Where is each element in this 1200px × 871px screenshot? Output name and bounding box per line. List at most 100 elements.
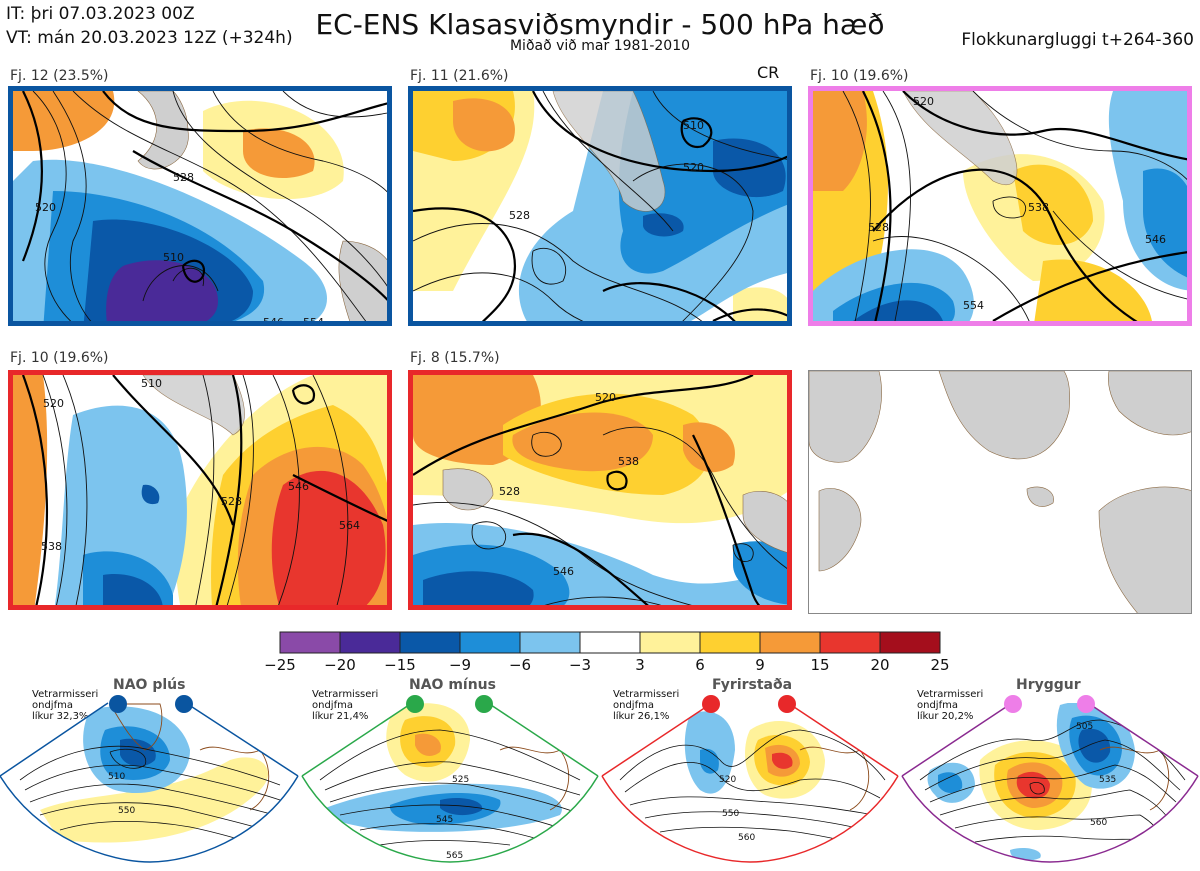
regime-frame: [601, 702, 899, 863]
regime-stats-nao-plus: Vetrarmisseri ondjfma líkur 32,3%: [32, 689, 99, 722]
contour-label: 525: [452, 775, 469, 785]
empty-map-slot: [808, 370, 1192, 614]
contour-label: 538: [41, 540, 62, 553]
colorbar-tick: −3: [569, 656, 591, 672]
colorbar-swatch: [759, 631, 821, 654]
anomaly-positive: [271, 470, 386, 605]
contour-label: 560: [738, 833, 755, 843]
regime-frame: [0, 702, 299, 863]
regime-title-blocking: Fyrirstaða: [712, 677, 793, 693]
anomaly-positive: [40, 757, 269, 843]
anomaly-positive: [243, 128, 315, 179]
colorbar-swatch: [519, 631, 581, 654]
regime-dot: [475, 695, 493, 713]
cluster-map-3: 520 528 538 546 554: [808, 86, 1192, 326]
contour-label: 550: [722, 809, 739, 819]
colorbar-tick: −25: [264, 656, 296, 672]
anomaly-negative: [103, 574, 163, 605]
contour-label: 538: [618, 455, 639, 468]
colorbar-swatch: [279, 631, 341, 654]
labrador-land: [818, 488, 862, 572]
contour-label: 538: [1028, 201, 1049, 214]
contour-label: 520: [43, 397, 64, 410]
contour-label: 510: [141, 377, 162, 390]
contour-label: 520: [595, 391, 616, 404]
colorbar-swatch: [639, 631, 701, 654]
contour-label: 528: [509, 209, 530, 222]
regime-dot: [109, 695, 127, 713]
cluster-map-4: 510 520 528 538 546 554 564: [8, 370, 392, 610]
colorbar-tick: −9: [449, 656, 471, 672]
regime-stats-ridge: Vetrarmisseri ondjfma líkur 20,2%: [917, 689, 984, 722]
colorbar-swatch: [879, 631, 941, 654]
regime-stats-nao-minus: Vetrarmisseri ondjfma líkur 21,4%: [312, 689, 379, 722]
land: [442, 468, 494, 511]
regime-title-nao-plus: NAO plús: [113, 677, 186, 693]
regime-dot: [1004, 695, 1022, 713]
anomaly-negative: [643, 213, 684, 237]
regime-dot: [175, 695, 193, 713]
regime-stats-blocking: Vetrarmisseri ondjfma líkur 26,1%: [613, 689, 680, 722]
anomaly-negative: [423, 571, 534, 605]
height-contours-bold: [413, 91, 787, 321]
cluster-map-5-svg: 520 528 538 546 554: [413, 375, 787, 605]
contour-label: 546: [288, 480, 309, 493]
height-contours: [42, 375, 349, 605]
greenland-land: [938, 371, 1071, 460]
valid-time: VT: mán 20.03.2023 12Z (+324h): [6, 28, 293, 48]
anomaly-negative: [440, 798, 483, 816]
regime-frame: [901, 702, 1199, 863]
contour-label: 538: [213, 321, 234, 326]
page-title: EC-ENS Klasasviðsmyndir - 500 hPa hæð: [315, 8, 885, 41]
contour-label: 520: [913, 95, 934, 108]
contour-label: 560: [1090, 818, 1107, 828]
regime-map-nao-minus: 525 545 565: [301, 695, 599, 863]
cluster-map-5: 520 528 538 546 554: [408, 370, 792, 610]
anomaly-negative: [1143, 168, 1187, 278]
anomaly-negative: [141, 484, 160, 505]
anomaly-positive: [772, 752, 793, 769]
regime-dot: [406, 695, 424, 713]
height-contours: [413, 91, 787, 321]
anomaly-positive: [733, 287, 787, 321]
land: [142, 375, 245, 436]
anomaly-positive: [453, 98, 515, 152]
cluster-map-2-svg: 510 520 528 538 546 554: [413, 91, 787, 326]
colorbar-tick: −6: [509, 656, 531, 672]
panel-label-3: Fj. 10 (19.6%): [810, 68, 909, 84]
empty-map-svg: [809, 371, 1191, 613]
regime-contours: [19, 745, 281, 843]
colorbar-swatch: [339, 631, 401, 654]
contour-label: 550: [118, 806, 135, 816]
colorbar-tick: 20: [870, 656, 889, 672]
land: [902, 91, 1018, 186]
contour-label: 528: [868, 221, 889, 234]
colorbar-tick: −15: [384, 656, 416, 672]
contour-label: 546: [1145, 233, 1166, 246]
cluster-map-2: 510 520 528 538 546 554: [408, 86, 792, 326]
anomaly-colorbar: −25 −20 −15 −9 −6 −3 3 6 9 15 20 25: [264, 631, 950, 672]
colorbar-tick: 3: [635, 656, 645, 672]
colorbar-swatch: [399, 631, 461, 654]
contour-label: 528: [499, 485, 520, 498]
anomaly-positive: [1013, 164, 1093, 245]
contour-label: 564: [339, 519, 360, 532]
cr-label: CR: [757, 63, 780, 82]
colorbar-swatch: [459, 631, 521, 654]
height-contours-bold: [21, 91, 387, 301]
contour-label: 528: [173, 171, 194, 184]
contour-label: 554: [303, 316, 324, 326]
anomaly-positive: [683, 422, 735, 473]
contour-label: 520: [35, 201, 56, 214]
contour-label: 510: [108, 772, 125, 782]
height-contours-bold: [862, 91, 1187, 321]
contour-label: 546: [633, 321, 654, 326]
regime-dot: [1077, 695, 1095, 713]
panel-label-4: Fj. 10 (19.6%): [10, 350, 109, 366]
contour-label: 505: [1076, 722, 1093, 732]
colorbar-tick: 9: [755, 656, 765, 672]
contour-label: 535: [1099, 775, 1116, 785]
colorbar-tick: 15: [810, 656, 829, 672]
anomaly-positive: [813, 91, 867, 191]
anomaly-positive: [415, 733, 441, 756]
